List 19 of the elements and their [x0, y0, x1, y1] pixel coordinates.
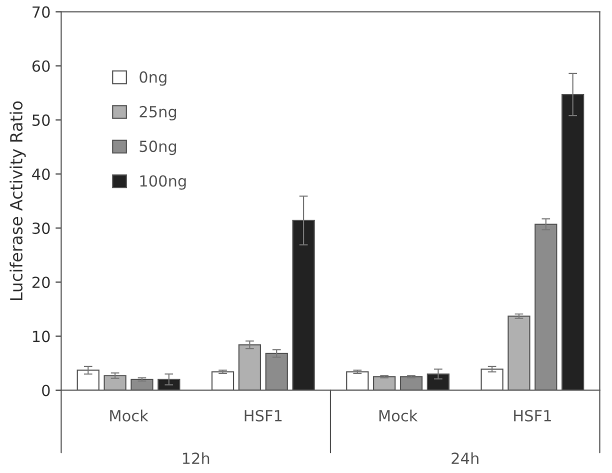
y-tick-label: 50	[32, 114, 50, 126]
text: 12h	[182, 452, 210, 464]
legend-label: 0ng	[140, 71, 166, 86]
y-tick-label: 20	[32, 276, 50, 288]
legend-label: 25ng	[140, 106, 176, 120]
y-tick-label: 60	[32, 60, 50, 72]
text: 24h	[452, 452, 478, 464]
y-tick-label: 40	[32, 168, 50, 180]
y-tick-label: 30	[32, 222, 50, 234]
x-tick-label: HSF1	[244, 410, 282, 422]
y-tick-label: 70	[32, 6, 50, 18]
y-tick-label: 10	[33, 330, 50, 342]
legend-label: 50ng	[140, 140, 176, 156]
y-tick-label: 0	[42, 384, 50, 396]
y-axis-title: Luciferase Activity Ratio	[10, 101, 26, 300]
x-tick-label: Mock	[379, 410, 418, 422]
legend-label: 100ng	[140, 175, 186, 190]
x-tick-label: Mock	[110, 410, 148, 422]
x-tick-label: HSF1	[514, 410, 551, 422]
